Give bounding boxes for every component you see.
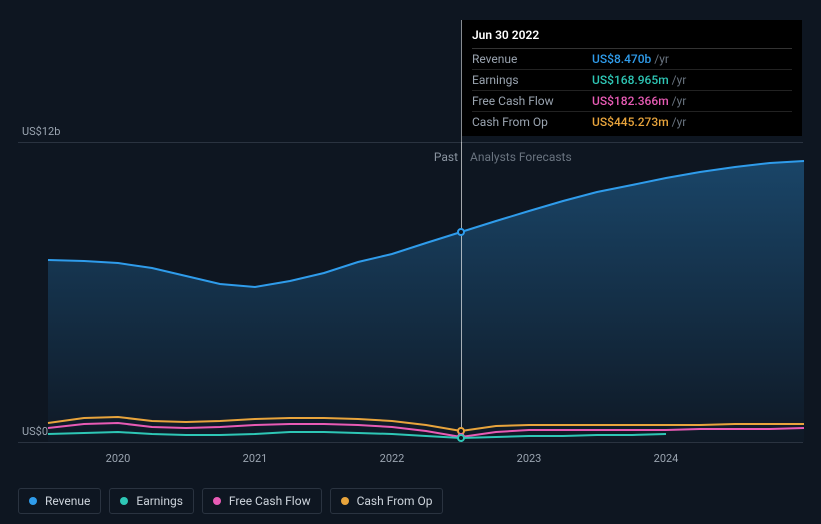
hover-tooltip: Jun 30 2022 RevenueUS$8.470b/yrEarningsU… [462, 20, 802, 136]
tooltip-value: US$445.273m [592, 115, 669, 129]
legend-label: Free Cash Flow [229, 494, 311, 508]
tooltip-value: US$182.366m [592, 94, 669, 108]
financials-chart[interactable]: US$12b US$0 Past Analysts Forecasts 2020… [0, 0, 821, 480]
tooltip-label: Revenue [472, 52, 592, 66]
tooltip-row: Free Cash FlowUS$182.366m/yr [472, 91, 792, 112]
x-tick-label: 2024 [654, 452, 679, 465]
legend: Revenue Earnings Free Cash Flow Cash From O… [18, 488, 443, 514]
legend-item-free_cash_flow[interactable]: Free Cash Flow [202, 488, 322, 514]
tooltip-value: US$8.470b [592, 52, 651, 66]
legend-label: Earnings [136, 494, 183, 508]
legend-item-revenue[interactable]: Revenue [18, 488, 101, 514]
legend-label: Revenue [45, 494, 90, 508]
legend-dot-icon [29, 497, 37, 505]
legend-item-cash_from_op[interactable]: Cash From Op [330, 488, 444, 514]
section-label-forecast: Analysts Forecasts [470, 150, 572, 164]
tooltip-row: RevenueUS$8.470b/yr [472, 49, 792, 70]
x-tick-label: 2023 [517, 452, 542, 465]
x-tick-label: 2021 [243, 452, 268, 465]
legend-label: Cash From Op [357, 494, 433, 508]
tooltip-label: Earnings [472, 73, 592, 87]
legend-item-earnings[interactable]: Earnings [109, 488, 194, 514]
legend-dot-icon [120, 497, 128, 505]
legend-dot-icon [213, 497, 221, 505]
marker-revenue [457, 228, 465, 236]
marker-earnings [457, 434, 465, 442]
tooltip-unit: /yr [654, 52, 669, 66]
legend-dot-icon [341, 497, 349, 505]
tooltip-label: Free Cash Flow [472, 94, 592, 108]
x-tick-label: 2020 [106, 452, 131, 465]
x-tick-label: 2022 [380, 452, 405, 465]
tooltip-unit: /yr [672, 115, 687, 129]
tooltip-date: Jun 30 2022 [472, 26, 792, 49]
area-revenue [48, 161, 804, 442]
tooltip-unit: /yr [672, 94, 687, 108]
tooltip-unit: /yr [672, 73, 687, 87]
tooltip-value: US$168.965m [592, 73, 669, 87]
tooltip-label: Cash From Op [472, 115, 592, 129]
section-label-past: Past [434, 150, 458, 164]
tooltip-row: Cash From OpUS$445.273m/yr [472, 112, 792, 132]
tooltip-row: EarningsUS$168.965m/yr [472, 70, 792, 91]
